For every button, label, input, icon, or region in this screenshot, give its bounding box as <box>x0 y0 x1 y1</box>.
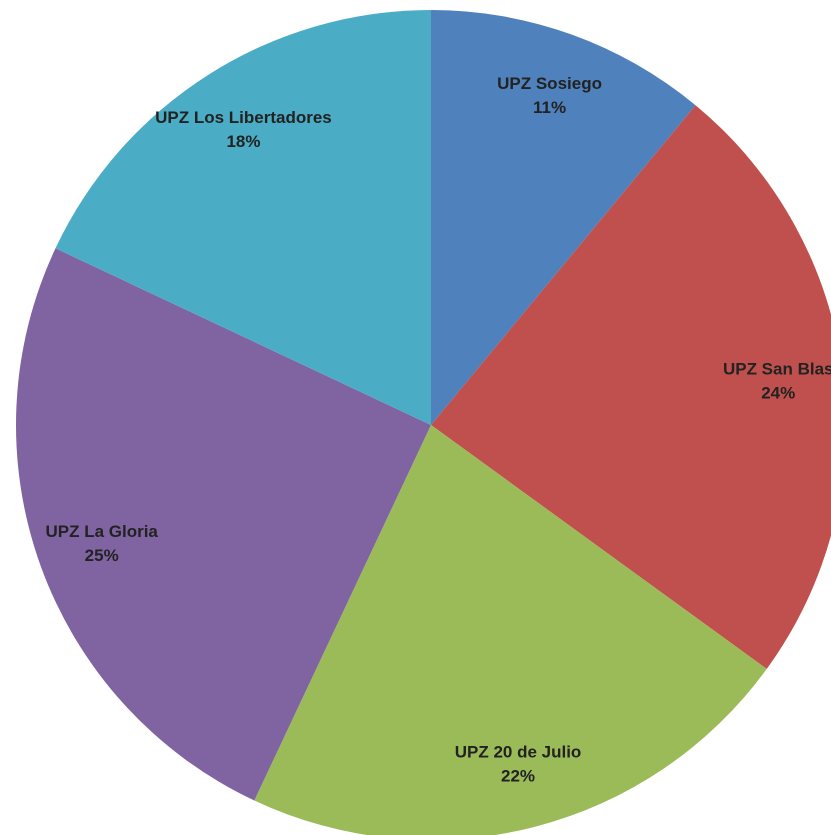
pie-slice <box>431 105 831 669</box>
slice-value-label: 11% <box>533 98 566 117</box>
pie-slice <box>431 10 696 425</box>
pie-slice <box>15 248 431 801</box>
slice-label: UPZ 20 de Julio <box>455 742 582 761</box>
slice-label: UPZ San Blas <box>723 360 831 379</box>
pie-slice <box>254 425 767 835</box>
slice-value-label: 22% <box>501 766 535 785</box>
slice-value-label: 24% <box>761 384 795 403</box>
slice-label: UPZ Sosiego <box>497 74 602 93</box>
slice-label: UPZ La Gloria <box>45 522 158 541</box>
slice-label: UPZ Los Libertadores <box>155 108 332 127</box>
slice-value-label: 18% <box>226 132 260 151</box>
slice-value-label: 25% <box>85 546 119 565</box>
pie-slice <box>55 10 432 425</box>
